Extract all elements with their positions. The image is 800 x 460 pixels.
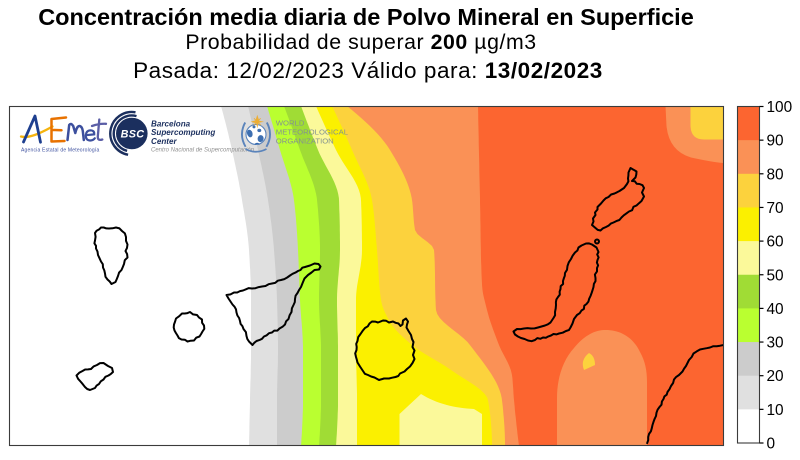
svg-text:Probabilidad de superar 200 µg: Probabilidad de superar 200 µg/m3 bbox=[185, 30, 536, 54]
svg-text:Barcelona: Barcelona bbox=[151, 120, 191, 129]
svg-text:Supercomputing: Supercomputing bbox=[151, 128, 215, 137]
svg-text:0: 0 bbox=[767, 436, 776, 453]
svg-text:Pasada: 12/02/2023 Válido para: Pasada: 12/02/2023 Válido para: 13/02/20… bbox=[133, 58, 603, 83]
svg-text:40: 40 bbox=[767, 301, 784, 318]
svg-text:30: 30 bbox=[767, 335, 784, 352]
svg-text:Centro Nacional de Supercomput: Centro Nacional de Supercomputación bbox=[151, 148, 255, 154]
svg-text:80: 80 bbox=[767, 166, 784, 183]
svg-text:WORLD: WORLD bbox=[276, 119, 305, 128]
svg-text:100: 100 bbox=[767, 99, 793, 116]
svg-text:20: 20 bbox=[767, 368, 784, 385]
svg-text:60: 60 bbox=[767, 234, 784, 251]
svg-text:50: 50 bbox=[767, 267, 784, 284]
svg-text:Agencia Estatal de Meteorologí: Agencia Estatal de Meteorología bbox=[21, 147, 99, 153]
svg-text:70: 70 bbox=[767, 200, 784, 217]
svg-text:Center: Center bbox=[151, 137, 177, 146]
svg-text:ORGANIZATION: ORGANIZATION bbox=[276, 137, 334, 146]
svg-text:90: 90 bbox=[767, 133, 784, 150]
svg-text:10: 10 bbox=[767, 402, 784, 419]
svg-text:BSC: BSC bbox=[121, 129, 145, 141]
svg-text:Concentración media diaria de: Concentración media diaria de Polvo Mine… bbox=[38, 4, 694, 30]
svg-text:METEOROLOGICAL: METEOROLOGICAL bbox=[276, 128, 349, 137]
